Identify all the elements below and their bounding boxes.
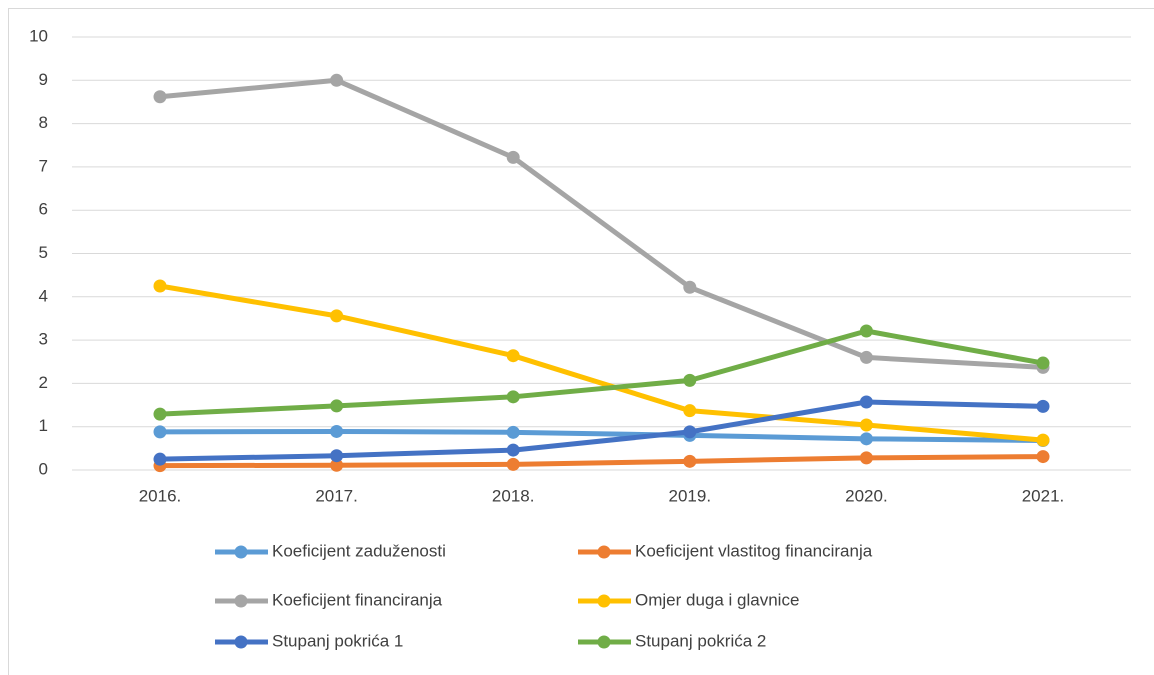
point: [859, 350, 873, 364]
point: [859, 432, 873, 446]
point: [506, 150, 520, 164]
point: [1036, 450, 1050, 464]
point: [683, 425, 697, 439]
point: [1036, 399, 1050, 413]
point: [153, 425, 167, 439]
chart-border: [8, 8, 1154, 675]
point: [859, 395, 873, 409]
point: [330, 424, 344, 438]
series-line: [159, 283, 1044, 443]
y-tick-label: 0: [39, 459, 48, 478]
point: [683, 373, 697, 387]
point: [1036, 356, 1050, 370]
legend-label: Stupanj pokrića 1: [272, 631, 403, 650]
point: [683, 454, 697, 468]
y-tick-label: 1: [39, 416, 48, 435]
legend-label: Koeficijent zaduženosti: [272, 541, 446, 560]
x-tick-label: 2021.: [1022, 486, 1065, 505]
legend-marker: [597, 594, 611, 608]
x-tick-label: 2017.: [315, 486, 358, 505]
series-line: [159, 399, 1044, 462]
point: [859, 324, 873, 338]
point: [506, 457, 520, 471]
x-tick-label: 2020.: [845, 486, 888, 505]
legend-marker: [234, 545, 248, 559]
y-tick-label: 9: [39, 70, 48, 89]
y-tick-label: 8: [39, 113, 48, 132]
point: [153, 407, 167, 421]
point: [506, 425, 520, 439]
series-line: [159, 428, 1044, 444]
legend-label: Stupanj pokrića 2: [635, 631, 766, 650]
point: [506, 390, 520, 404]
series-line: [159, 77, 1044, 370]
legend-marker: [234, 594, 248, 608]
y-tick-label: 2: [39, 373, 48, 392]
point: [506, 349, 520, 363]
point: [330, 458, 344, 472]
series-line: [159, 328, 1044, 417]
legend-marker: [597, 545, 611, 559]
y-tick-label: 6: [39, 200, 48, 219]
y-tick-label: 10: [29, 26, 48, 45]
legend-marker: [234, 635, 248, 649]
x-tick-label: 2019.: [669, 486, 712, 505]
point: [330, 449, 344, 463]
point: [330, 309, 344, 323]
legend-label: Koeficijent financiranja: [272, 590, 443, 609]
point: [506, 443, 520, 457]
y-tick-label: 4: [39, 286, 48, 305]
legend-label: Omjer duga i glavnice: [635, 590, 799, 609]
point: [859, 418, 873, 432]
point: [153, 452, 167, 466]
point: [153, 90, 167, 104]
point: [683, 280, 697, 294]
legend-marker: [597, 635, 611, 649]
x-tick-label: 2018.: [492, 486, 535, 505]
series-line: [159, 454, 1044, 469]
x-tick-label: 2016.: [139, 486, 182, 505]
point: [859, 451, 873, 465]
point: [683, 404, 697, 418]
y-tick-label: 3: [39, 330, 48, 349]
point: [153, 279, 167, 293]
legend-label: Koeficijent vlastitog financiranja: [635, 541, 873, 560]
y-tick-label: 7: [39, 156, 48, 175]
point: [1036, 433, 1050, 447]
y-tick-label: 5: [39, 243, 48, 262]
point: [330, 73, 344, 87]
point: [330, 399, 344, 413]
